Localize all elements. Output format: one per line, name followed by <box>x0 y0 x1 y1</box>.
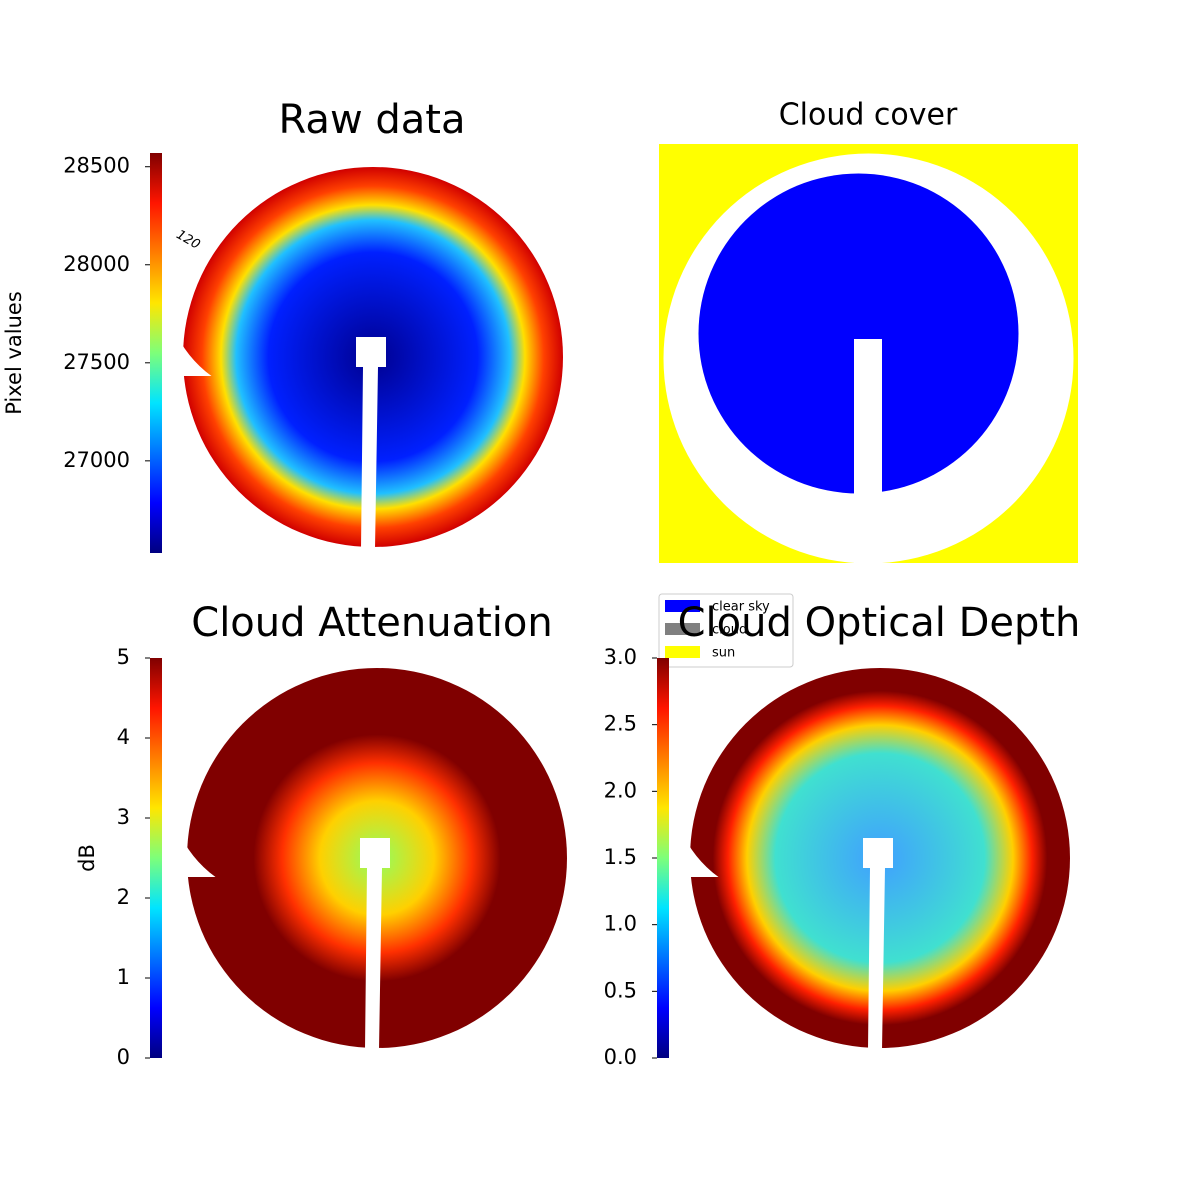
camera-arm <box>360 838 390 1050</box>
image-mask <box>164 176 240 376</box>
colorbar-tick-label: 4 <box>117 725 130 749</box>
colorbar-tick-label: 0.0 <box>604 1045 637 1069</box>
colorbar-tick-label: 2.0 <box>604 778 637 802</box>
colorbar-tick-label: 27500 <box>63 350 130 374</box>
colorbar-tick-label: 1.0 <box>604 912 637 936</box>
colorbar-tick-label: 28000 <box>63 252 130 276</box>
chart-title: Cloud cover <box>779 98 958 133</box>
chart-title: Cloud Attenuation <box>191 600 552 646</box>
colorbar-tick-label: 0.5 <box>604 978 637 1002</box>
colorbar-label: dB <box>75 844 99 872</box>
colorbar-tick-label: 3.0 <box>604 645 637 669</box>
clear-sky-region <box>698 173 1019 494</box>
chart-title: Cloud Optical Depth <box>678 600 1081 646</box>
colorbar-tick-label: 27000 <box>63 448 130 472</box>
colorbar-label: Pixel values <box>2 291 26 415</box>
colorbar-tick-label: 2 <box>117 885 130 909</box>
legend-swatch <box>665 623 700 635</box>
legend-label: sun <box>712 646 735 661</box>
colorbar-tick-label: 0 <box>117 1045 130 1069</box>
camera-arm <box>854 339 882 569</box>
colorbar-tick-label: 1.5 <box>604 845 637 869</box>
legend-label: clear sky <box>712 600 770 615</box>
image-mask <box>671 677 747 877</box>
colorbar <box>657 658 669 1058</box>
colorbar-tick-label: 5 <box>117 645 130 669</box>
legend-label: cloud <box>712 623 747 638</box>
colorbar-tick-label: 1 <box>117 965 130 989</box>
legend: clear sky cloud sun <box>658 593 794 668</box>
colorbar-tick-label: 2.5 <box>604 712 637 736</box>
colorbar <box>150 153 162 553</box>
image-mask <box>168 677 244 877</box>
chart-title: Raw data <box>279 97 466 143</box>
colorbar-tick-label: 28500 <box>63 154 130 178</box>
legend-swatch <box>665 646 700 658</box>
legend-swatch <box>665 600 700 612</box>
colorbar-tick-label: 3 <box>117 805 130 829</box>
camera-arm <box>356 337 386 549</box>
camera-arm <box>863 838 893 1050</box>
colorbar <box>150 658 162 1058</box>
